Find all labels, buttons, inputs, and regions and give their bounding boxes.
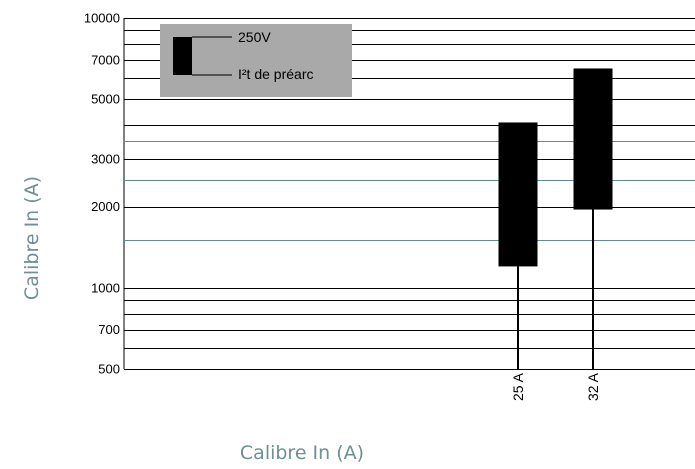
y-tick-label: 5000 [91, 92, 120, 107]
y-tick-label: 700 [98, 322, 120, 337]
y-tick-label: 3000 [91, 152, 120, 167]
x-axis-title: Calibre In (A) [240, 442, 364, 464]
category-label: 25 A [510, 372, 526, 401]
y-tick-label: 500 [98, 362, 120, 377]
legend-item-250v: 250V [238, 29, 271, 45]
bars-group [498, 68, 613, 369]
y-tick-label: 7000 [91, 52, 120, 67]
y-tick-label: 10000 [84, 11, 120, 26]
y-tick-label: 1000 [91, 280, 120, 295]
legend-swatch [173, 37, 192, 75]
bar [498, 122, 538, 267]
category-labels: 25 A 32 A [510, 372, 601, 401]
y-tick-label: 2000 [91, 199, 120, 214]
legend-item-i2t-prearc: I²t de préarc [238, 66, 313, 82]
category-label: 32 A [585, 372, 601, 401]
y-tick-labels: 500 700 1000 2000 3000 5000 7000 10000 [84, 11, 120, 377]
legend: 250V I²t de préarc [160, 24, 352, 97]
y-axis-title: Calibre In (A) [21, 176, 43, 300]
bar [573, 68, 613, 210]
